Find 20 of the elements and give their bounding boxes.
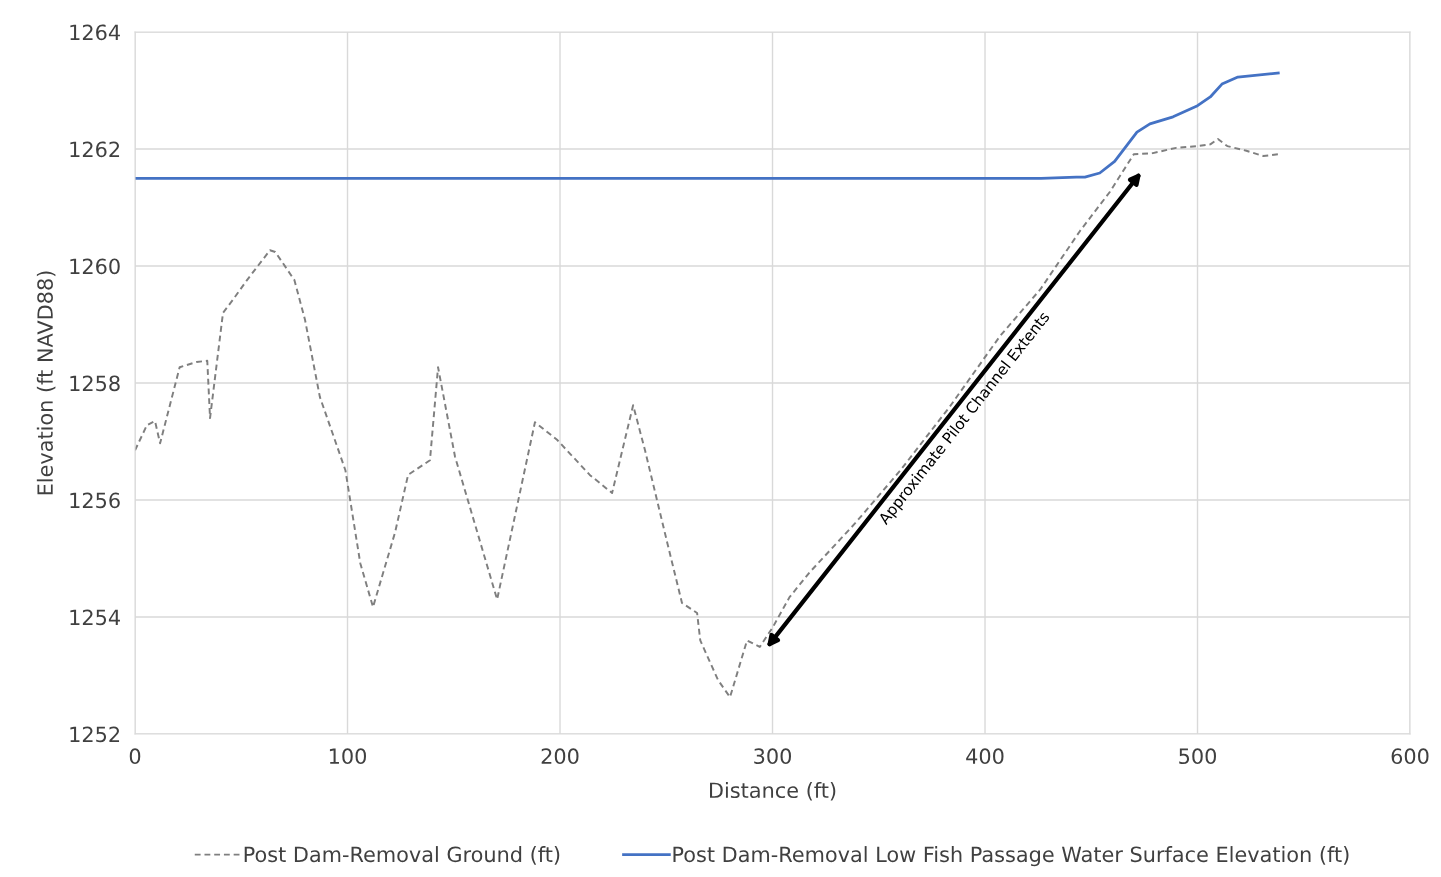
x-tick-label: 300 [754, 748, 792, 765]
legend-label: Post Dam-Removal Low Fish Passage Water Surface Elevation (ft) [673, 846, 1349, 867]
y-tick-label: 1260 [70, 258, 120, 275]
line-series [135, 138, 1280, 699]
x-tick-label: 200 [541, 748, 579, 765]
y-tick-label: 1254 [70, 609, 120, 626]
line-series [135, 71, 1280, 180]
y-tick-label: 1252 [70, 726, 120, 743]
x-tick-label: 500 [1179, 748, 1217, 765]
legend-label: Post Dam-Removal Ground (ft) [244, 846, 560, 865]
x-tick-label: 600 [1391, 748, 1429, 765]
y-tick-label: 1262 [70, 141, 120, 158]
x-axis-title: Distance (ft) [710, 781, 836, 801]
y-tick-label: 1256 [70, 492, 120, 509]
y-tick-label: 1264 [70, 24, 120, 41]
x-tick-label: 0 [129, 748, 141, 765]
x-tick-label: 100 [329, 748, 367, 765]
y-axis-title: Elevation (ft NAVD88) [36, 271, 56, 495]
x-tick-label: 400 [966, 748, 1004, 765]
y-tick-label: 1258 [70, 375, 120, 392]
